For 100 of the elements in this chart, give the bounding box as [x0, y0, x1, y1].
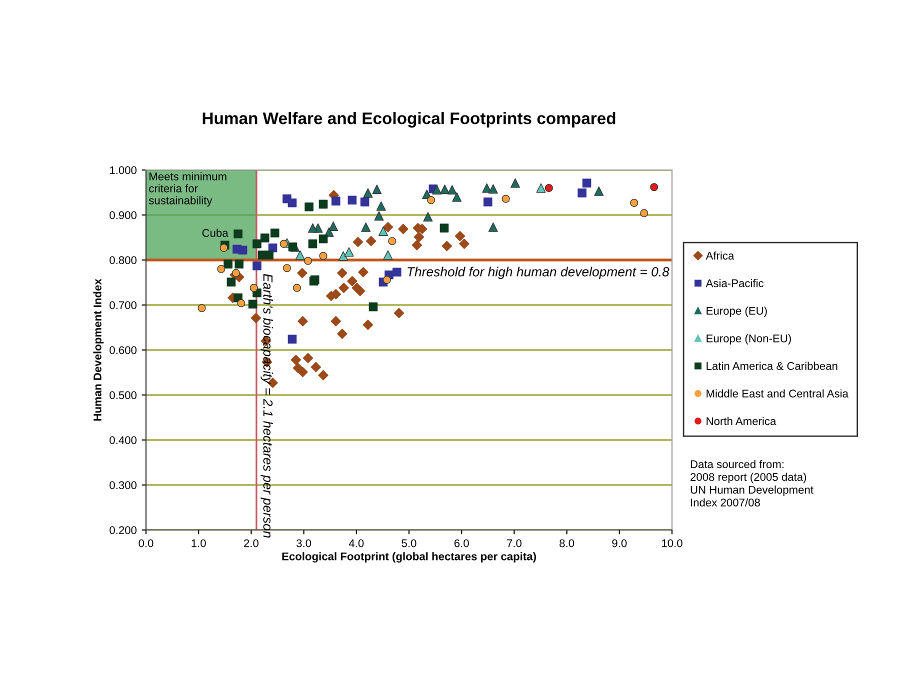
point	[447, 185, 457, 195]
point	[361, 222, 371, 232]
point	[338, 282, 349, 294]
point	[630, 198, 638, 207]
point	[288, 242, 298, 252]
point	[304, 256, 312, 265]
point	[510, 178, 520, 188]
point	[582, 178, 592, 188]
point	[360, 198, 370, 206]
point	[217, 264, 226, 274]
point	[412, 240, 422, 250]
chart-title: Human Welfare and Ecological Footprints compared	[202, 112, 616, 128]
point	[362, 320, 374, 330]
legend-label: Europe (EU)	[706, 306, 767, 317]
point	[250, 284, 258, 292]
point	[398, 224, 408, 234]
point	[578, 188, 586, 198]
point	[298, 316, 308, 326]
point	[248, 300, 258, 308]
point	[382, 222, 394, 232]
y-tick-label: 0.200	[110, 526, 137, 534]
point	[366, 236, 376, 246]
legend-label: North America	[706, 416, 776, 426]
x-tick-label: 5.0	[402, 539, 416, 548]
y-tick-label: 1.000	[110, 166, 137, 174]
ref-line-label: Earth's biocapacity = 2.1 hectares per person	[260, 274, 273, 538]
point	[488, 222, 498, 232]
x-tick-label: 1.0	[192, 539, 206, 548]
x-tick-label: 4.0	[348, 539, 364, 548]
y-axis-title: Human Development Index	[93, 278, 104, 421]
point	[347, 276, 358, 286]
point	[484, 198, 492, 206]
y-tick-label: 0.900	[110, 211, 137, 220]
point	[348, 196, 357, 205]
point	[280, 240, 288, 248]
point	[308, 239, 318, 248]
point	[250, 312, 262, 324]
point	[318, 200, 328, 209]
legend-label: Africa	[706, 251, 734, 260]
point	[354, 286, 366, 296]
point	[388, 237, 396, 246]
x-tick-label: 3.0	[296, 539, 312, 548]
point	[594, 186, 604, 196]
point	[252, 239, 262, 248]
point	[302, 352, 314, 364]
point	[372, 184, 382, 194]
point	[337, 328, 348, 339]
point	[432, 185, 442, 195]
point	[368, 302, 378, 312]
text: Data sourced from: 2008 report (2005 data) UN Human Development Index 2007/08	[690, 460, 814, 506]
point	[382, 276, 391, 284]
legend-label: Latin America & Caribbean	[706, 362, 838, 370]
point	[237, 299, 246, 308]
point	[363, 188, 373, 198]
point	[344, 247, 354, 257]
point	[282, 264, 291, 272]
point	[502, 194, 510, 203]
point	[310, 362, 322, 372]
point	[459, 238, 470, 249]
point	[338, 251, 348, 261]
point	[295, 250, 305, 260]
point	[308, 223, 318, 233]
y-tick-label: 0.700	[110, 301, 137, 310]
point	[414, 232, 424, 242]
point	[288, 198, 297, 208]
point	[290, 354, 302, 366]
point	[374, 211, 384, 221]
point	[270, 228, 280, 238]
point	[423, 212, 433, 222]
band-label: Meets minimum criteria for sustainability	[148, 172, 226, 207]
point	[292, 284, 301, 292]
point	[319, 252, 328, 260]
point	[198, 304, 206, 312]
x-tick-label: 0.0	[138, 539, 154, 548]
x-tick-label: 10.0	[662, 539, 682, 548]
point	[226, 278, 236, 286]
point	[288, 334, 297, 344]
point	[544, 184, 553, 192]
point	[304, 202, 314, 212]
point	[224, 260, 232, 268]
point	[234, 230, 242, 238]
x-tick-label: 9.0	[612, 539, 627, 548]
x-tick-label: 7.0	[507, 539, 522, 548]
point	[232, 269, 240, 278]
x-tick-label: 2.0	[244, 539, 258, 548]
point	[650, 183, 658, 192]
point	[234, 260, 244, 268]
legend-label: Europe (Non-EU)	[706, 334, 791, 345]
y-tick-label: 0.800	[110, 256, 137, 264]
legend-label: Asia-Pacific	[706, 279, 764, 288]
point	[252, 261, 262, 270]
point	[337, 268, 348, 278]
point	[440, 224, 449, 232]
point	[264, 250, 274, 260]
point	[442, 240, 452, 252]
point	[394, 308, 404, 318]
point	[297, 268, 308, 278]
point	[640, 209, 648, 218]
legend-label: Middle East and Central Asia	[706, 389, 848, 398]
point	[440, 184, 450, 194]
